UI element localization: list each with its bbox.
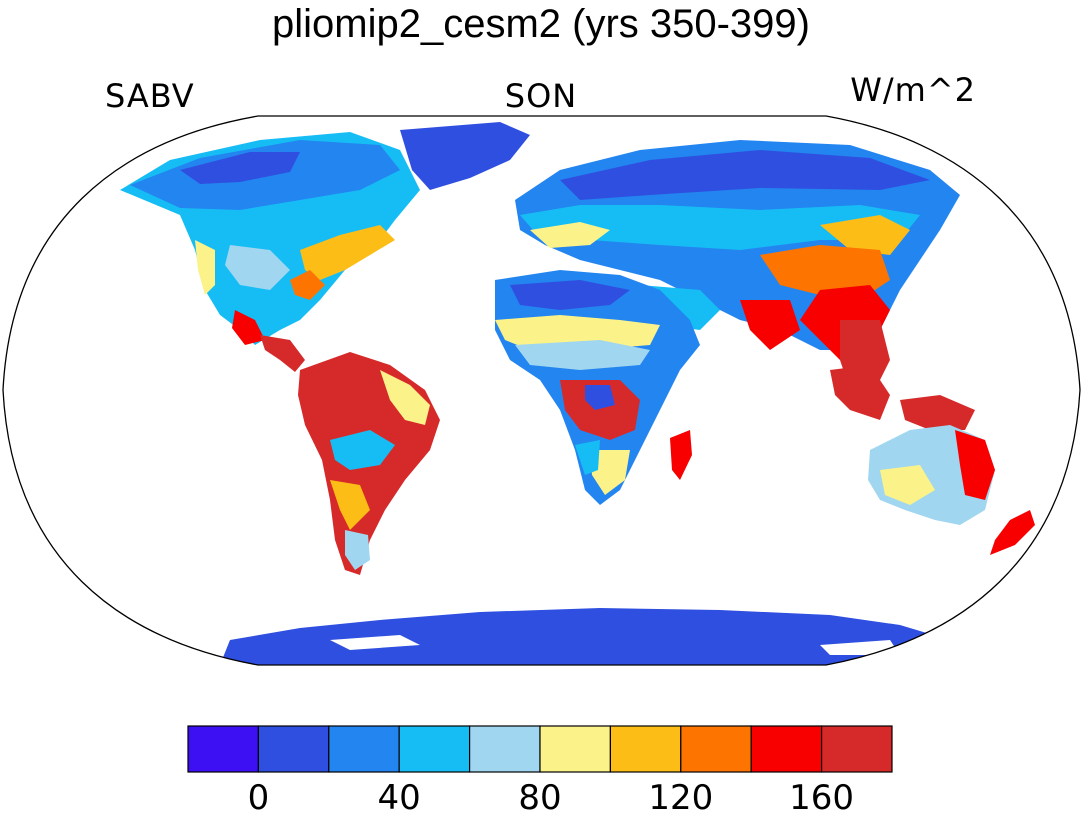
- greenland: [400, 122, 530, 190]
- colorbar-box: [680, 725, 752, 773]
- colorbar-box: [469, 725, 541, 773]
- colorbar-tick-label: 120: [648, 778, 714, 818]
- colorbar-box: [398, 725, 471, 773]
- colorbar-box: [820, 725, 893, 773]
- colorbar-tick-label: 0: [247, 778, 270, 818]
- season-label: SON: [504, 77, 578, 115]
- map-outline: [2, 115, 1081, 666]
- colorbar: [187, 725, 893, 773]
- colorbar-box: [609, 725, 682, 773]
- colorbar-tick-label: 80: [518, 778, 562, 818]
- colorbar-box: [750, 725, 823, 773]
- land-field: [120, 122, 1035, 665]
- colorbar-box: [328, 725, 400, 773]
- colorbar-tick-label: 40: [377, 778, 421, 818]
- units-label: W/m^2: [850, 71, 976, 109]
- map-title: pliomip2_cesm2 (yrs 350-399): [271, 2, 810, 46]
- colorbar-box: [539, 725, 612, 773]
- colorbar-tick-label: 160: [789, 778, 855, 818]
- colorbar-box: [257, 725, 330, 773]
- variable-label: SABV: [105, 77, 195, 115]
- colorbar-box: [187, 725, 260, 773]
- antarctica: [220, 608, 960, 665]
